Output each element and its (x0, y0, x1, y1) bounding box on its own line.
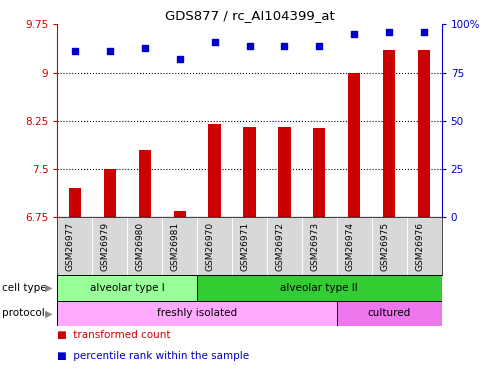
Bar (383, 50, 395, 217)
Bar (418, 50, 430, 217)
Point (211, 39, 219, 45)
Text: ▶: ▶ (45, 309, 52, 318)
Bar (209, 124, 221, 217)
Point (106, 48, 114, 54)
Text: ▶: ▶ (45, 283, 52, 293)
Point (141, 45, 149, 51)
Bar (104, 169, 116, 217)
Point (385, 29, 393, 35)
Bar (337, 301, 442, 326)
Point (176, 56, 184, 62)
Bar (57, 275, 197, 301)
Text: ■  percentile rank within the sample: ■ percentile rank within the sample (57, 351, 250, 361)
Text: GSM26970: GSM26970 (206, 222, 215, 271)
Text: GSM26977: GSM26977 (66, 222, 75, 271)
Point (350, 31, 358, 37)
Text: ■  transformed count: ■ transformed count (57, 330, 171, 340)
Bar (57, 301, 337, 326)
Text: GSM26979: GSM26979 (101, 222, 110, 271)
Text: GSM26975: GSM26975 (380, 222, 389, 271)
Bar (313, 129, 325, 217)
Text: cell type: cell type (2, 283, 47, 293)
Bar (197, 275, 442, 301)
Title: GDS877 / rc_AI104399_at: GDS877 / rc_AI104399_at (165, 9, 334, 22)
Bar (174, 211, 186, 217)
Bar (348, 73, 360, 217)
Point (246, 43, 253, 49)
Point (315, 43, 323, 49)
Text: GSM26974: GSM26974 (345, 222, 354, 271)
Point (71, 48, 79, 54)
Text: GSM26976: GSM26976 (415, 222, 424, 271)
Text: protocol: protocol (2, 309, 45, 318)
Bar (244, 127, 255, 217)
Point (420, 29, 428, 35)
Text: freshly isolated: freshly isolated (157, 309, 237, 318)
Text: alveolar type II: alveolar type II (280, 283, 358, 293)
Text: alveolar type I: alveolar type I (90, 283, 165, 293)
Text: cultured: cultured (368, 309, 411, 318)
Text: GSM26973: GSM26973 (310, 222, 319, 271)
Bar (139, 150, 151, 217)
Text: GSM26971: GSM26971 (241, 222, 250, 271)
Bar (69, 188, 81, 217)
Text: GSM26981: GSM26981 (171, 222, 180, 271)
Point (280, 43, 288, 49)
Text: GSM26980: GSM26980 (136, 222, 145, 271)
Bar (278, 127, 290, 217)
Text: GSM26972: GSM26972 (275, 222, 284, 271)
